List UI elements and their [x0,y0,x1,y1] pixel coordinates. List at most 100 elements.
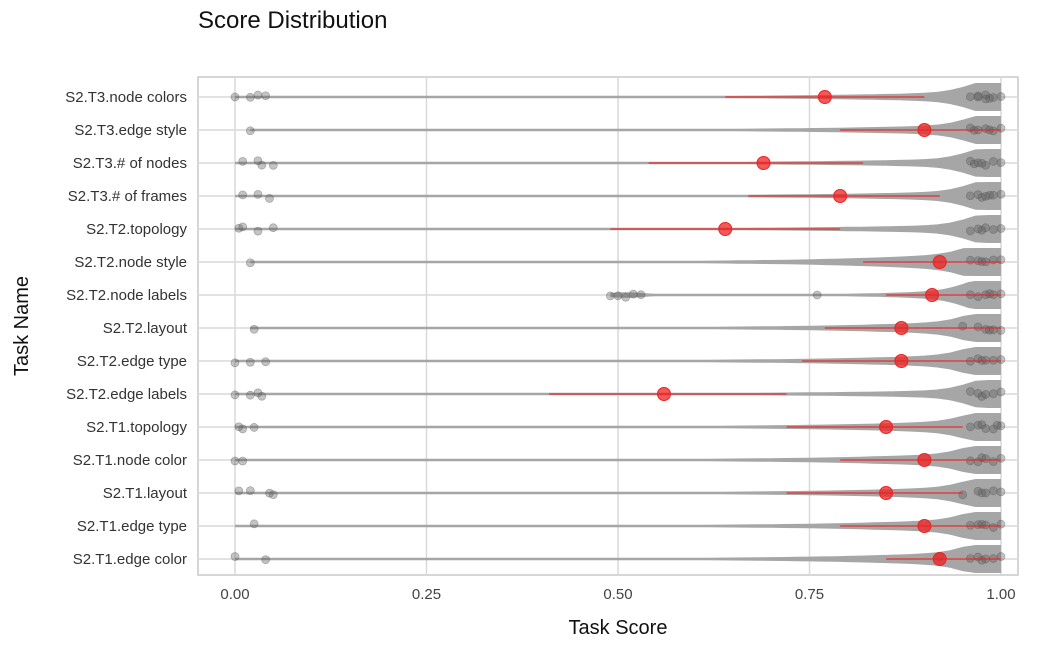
data-point [253,388,263,398]
data-point [965,456,975,466]
data-point [268,160,278,170]
mean-marker [925,288,940,302]
data-point [973,190,983,200]
data-point [996,289,1006,299]
data-point [245,92,255,102]
y-axis-label: Task Name [11,276,33,376]
violin [235,347,1001,375]
y-tick-label: S2.T3.edge style [74,122,187,139]
data-point [965,387,975,396]
data-point [253,156,263,166]
data-point [261,91,271,101]
data-point [981,94,991,104]
violin [235,149,1001,177]
data-point [636,290,646,300]
mean-marker [894,321,909,335]
data-point [981,223,991,233]
x-tick-label: 1.00 [986,586,1015,603]
data-point [257,160,267,170]
data-point [234,486,244,496]
data-point [613,291,623,301]
data-point [965,255,975,265]
chart-title: Score Distribution [198,7,387,34]
data-point [981,355,991,365]
data-point [969,159,979,169]
data-point [973,322,983,332]
data-point [965,156,975,166]
y-tick-label: S2.T2.edge type [77,353,187,370]
data-point [988,126,998,136]
data-point [981,191,991,201]
data-point [230,552,240,561]
mean-marker [917,453,932,467]
data-point [249,423,259,432]
data-point [985,190,994,200]
data-point [977,420,987,430]
data-point [268,223,278,233]
violin [235,413,1001,441]
data-point [985,289,994,299]
data-point [996,387,1006,397]
data-point [988,157,998,166]
data-point [245,126,255,136]
data-point [605,291,615,301]
data-point [973,486,983,496]
y-tick-label: S2.T1.topology [86,419,187,436]
data-point [265,194,274,203]
mean-marker [894,354,909,368]
data-point [257,391,267,401]
data-point [965,226,975,236]
mean-marker [917,519,932,533]
data-point [234,422,244,432]
data-point [265,488,274,498]
y-tick-labels: S2.T3.node colors S2.T3.edge style S2.T3.#… [65,89,188,568]
data-point [996,355,1006,364]
y-tick-label: S2.T1.edge color [73,551,187,568]
data-point [253,90,263,100]
data-point [977,192,987,202]
data-point [973,224,983,234]
data-point [812,290,822,300]
data-point [238,156,248,166]
data-point [245,390,255,400]
y-tick-label: S2.T2.topology [86,221,187,238]
data-point [245,486,255,496]
violin [235,446,1001,474]
mean-marker [817,90,832,104]
data-point [973,91,983,101]
data-point [965,92,975,102]
data-point [238,190,248,200]
data-point [996,92,1006,101]
data-point [992,420,1002,430]
violin [235,545,1001,573]
data-point [973,158,983,168]
data-point [977,392,987,401]
data-point [249,519,259,529]
data-point [996,158,1006,167]
data-point [245,258,255,268]
data-point [977,225,987,235]
y-tick-label: S2.T1.layout [103,485,188,502]
data-point [988,93,998,102]
data-point [973,420,983,430]
data-point [238,424,248,434]
y-tick-label: S2.T3.# of frames [68,188,187,205]
mean-marker [932,552,947,566]
x-tick-label: 0.75 [795,586,824,603]
violin [235,83,1001,111]
y-tick-label: S2.T2.layout [103,320,188,337]
mean-marker [932,255,947,269]
data-point [977,158,987,168]
data-point [985,94,994,103]
data-point [988,486,998,496]
data-point [253,226,263,236]
data-point [261,357,271,367]
x-tick-label: 0.25 [412,586,441,603]
data-point [977,555,987,565]
violin [250,116,1002,144]
data-point [965,422,975,432]
data-point [988,457,998,467]
data-point [996,189,1006,199]
data-point [973,388,983,398]
